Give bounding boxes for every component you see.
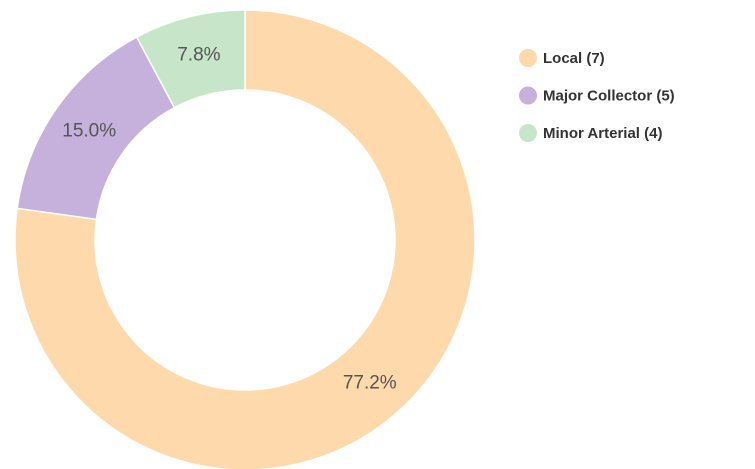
value-label: 77.2% <box>343 372 397 393</box>
legend-swatch[interactable] <box>519 124 537 142</box>
value-label: 7.8% <box>177 45 220 66</box>
legend-label[interactable]: Major Collector (5) <box>543 87 675 104</box>
legend-swatch[interactable] <box>519 86 537 105</box>
legend-label[interactable]: Minor Arterial (4) <box>543 125 662 142</box>
slice[interactable] <box>14 9 476 469</box>
legend-label[interactable]: Local (7) <box>543 50 605 67</box>
value-label: 15.0% <box>62 120 116 141</box>
legend-swatch[interactable] <box>519 49 537 67</box>
slice[interactable] <box>135 9 246 109</box>
